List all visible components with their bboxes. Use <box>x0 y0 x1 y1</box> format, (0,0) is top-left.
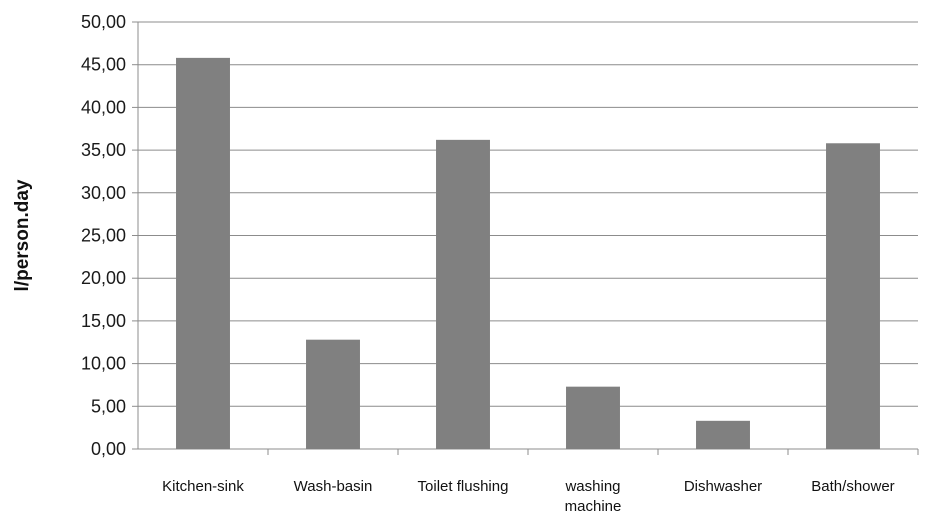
x-category-label: Toilet flushing <box>418 478 509 495</box>
bar <box>306 339 360 449</box>
y-tick-label: 10,00 <box>81 354 126 374</box>
y-tick-label: 20,00 <box>81 268 126 288</box>
axes <box>132 21 919 455</box>
y-tick-label: 15,00 <box>81 311 126 331</box>
x-category-label: washing <box>564 478 620 495</box>
y-tick-label: 0,00 <box>91 439 126 459</box>
y-tick-label: 25,00 <box>81 226 126 246</box>
x-category-label: Kitchen-sink <box>162 478 244 495</box>
x-category-labels: Kitchen-sink Wash-basin Toilet flushing was… <box>162 478 895 515</box>
y-tick-label: 35,00 <box>81 140 126 160</box>
bar <box>566 386 620 449</box>
bar <box>176 57 230 449</box>
bar <box>826 143 880 449</box>
x-category-label: Wash-basin <box>294 478 373 495</box>
y-tick-labels: 0,00 5,00 10,00 15,00 20,00 25,00 30,00 35,00 40… <box>81 12 126 459</box>
y-tick-label: 40,00 <box>81 97 126 117</box>
y-tick-label: 45,00 <box>81 55 126 75</box>
gridlines <box>138 21 918 407</box>
bars <box>176 57 880 450</box>
y-tick-label: 50,00 <box>81 12 126 32</box>
y-tick-label: 30,00 <box>81 183 126 203</box>
x-category-label: Bath/shower <box>811 478 894 495</box>
y-tick-label: 5,00 <box>91 396 126 416</box>
bar <box>436 139 490 450</box>
y-axis-title: l/person.day <box>12 179 33 291</box>
x-category-label: machine <box>565 498 622 515</box>
bar <box>696 420 750 449</box>
x-category-label: Dishwasher <box>684 478 762 495</box>
